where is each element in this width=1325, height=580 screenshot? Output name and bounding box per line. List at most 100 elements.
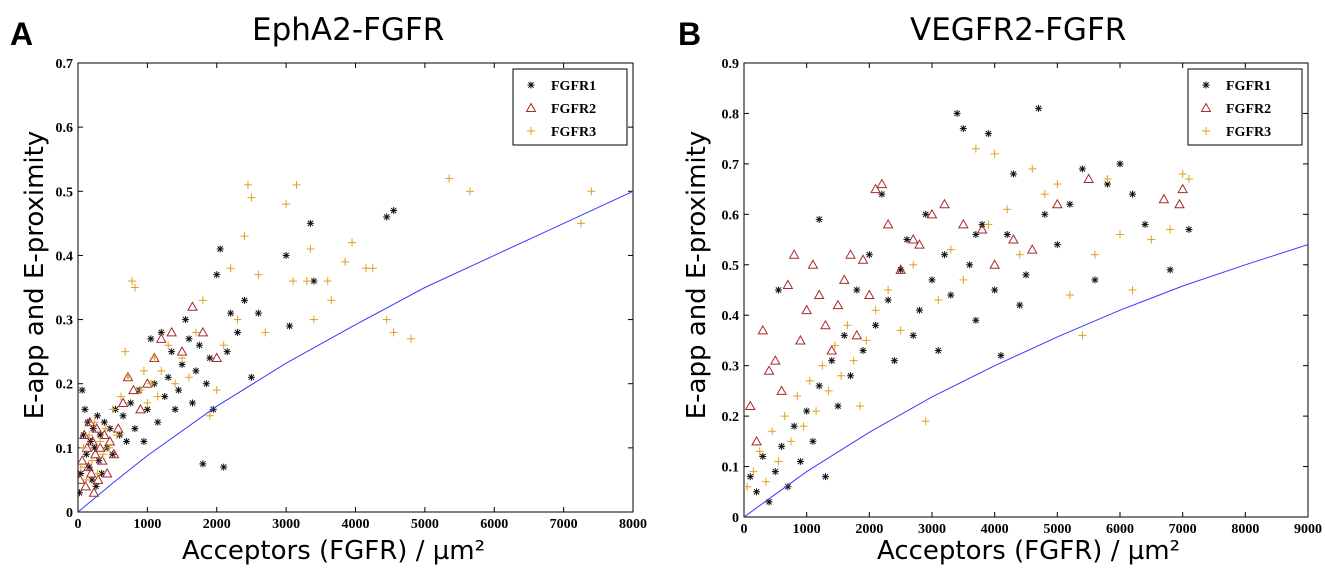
data-point-fgfr1	[815, 382, 823, 390]
data-point-fgfr2	[807, 259, 819, 269]
data-point-fgfr1	[119, 412, 127, 420]
data-point-fgfr1	[161, 393, 169, 401]
data-point-fgfr2	[117, 397, 129, 407]
data-point-fgfr2	[128, 384, 139, 395]
data-point-fgfr1	[1141, 220, 1149, 228]
x-tick-label: 2000	[203, 517, 231, 532]
y-tick-label: 0.1	[722, 461, 740, 476]
data-point-fgfr3	[117, 392, 126, 401]
x-tick-label: 8000	[1231, 522, 1259, 537]
data-point-fgfr2	[166, 326, 178, 337]
data-point-fgfr3	[261, 328, 270, 337]
data-point-fgfr1	[959, 125, 967, 133]
data-point-fgfr3	[79, 443, 88, 452]
data-point-fgfr3	[368, 264, 377, 273]
data-point-fgfr3	[946, 245, 955, 254]
legend-label: FGFR1	[551, 79, 596, 94]
panel-letter: B	[678, 16, 702, 52]
data-point-fgfr3	[896, 326, 905, 335]
y-tick-label: 0	[732, 511, 739, 526]
data-point-fgfr3	[843, 321, 852, 330]
data-point-fgfr2	[1158, 193, 1170, 204]
data-point-fgfr1	[922, 210, 930, 218]
data-point-fgfr3	[341, 257, 350, 266]
data-point-fgfr1	[915, 306, 923, 314]
data-point-fgfr3	[793, 391, 802, 400]
data-point-fgfr2	[89, 448, 101, 459]
data-point-fgfr1	[1129, 190, 1137, 198]
data-point-fgfr1	[1078, 165, 1086, 173]
data-point-fgfr2	[907, 234, 919, 244]
data-point-fgfr3	[243, 180, 252, 189]
data-point-fgfr3	[818, 361, 827, 370]
data-point-fgfr1	[223, 348, 231, 356]
data-point-fgfr2	[832, 299, 844, 310]
data-point-fgfr1	[778, 442, 786, 450]
data-point-fgfr1	[188, 399, 196, 407]
data-point-fgfr2	[926, 208, 938, 219]
data-point-fgfr3	[1065, 291, 1074, 300]
legend-box	[512, 68, 628, 146]
data-point-fgfr3	[382, 315, 391, 324]
data-point-fgfr1	[178, 360, 186, 368]
data-point-fgfr3	[971, 144, 980, 153]
panel-a: A EphA2-FGFR E-app and E-proximity Accep…	[0, 0, 662, 580]
y-tick-label: 0.4	[56, 249, 74, 264]
data-point-fgfr1	[140, 437, 148, 445]
data-point-fgfr1	[928, 276, 936, 284]
data-point-fgfr1	[840, 331, 848, 339]
data-point-fgfr3	[240, 232, 249, 241]
data-point-fgfr3	[1015, 250, 1024, 259]
data-point-fgfr1	[171, 405, 179, 413]
legend-label: FGFR2	[1226, 102, 1271, 117]
data-point-fgfr1	[241, 296, 248, 304]
data-point-fgfr1	[966, 261, 974, 269]
data-point-fgfr3	[143, 398, 152, 407]
data-point-fgfr3	[226, 264, 235, 273]
data-point-fgfr3	[198, 296, 207, 305]
data-point-fgfr3	[146, 379, 155, 388]
data-point-fgfr3	[837, 371, 846, 380]
theory-curve	[78, 190, 633, 512]
x-tick-label: 2000	[855, 522, 883, 537]
legend-label: FGFR1	[1226, 79, 1271, 94]
data-point-fgfr3	[768, 427, 777, 436]
data-point-fgfr2	[801, 304, 813, 315]
data-point-fgfr2	[769, 355, 781, 365]
data-point-fgfr3	[799, 422, 808, 431]
data-point-fgfr3	[348, 238, 357, 247]
data-point-fgfr1	[127, 399, 135, 407]
data-point-fgfr3	[139, 366, 148, 375]
data-point-fgfr2	[83, 461, 94, 472]
data-point-fgfr3	[233, 315, 242, 324]
data-point-fgfr1	[984, 130, 992, 138]
data-point-fgfr1	[185, 335, 193, 343]
data-point-fgfr1	[1166, 266, 1174, 274]
data-point-fgfr1	[771, 468, 779, 476]
legend-label: FGFR3	[1226, 125, 1271, 140]
data-point-fgfr1	[1035, 104, 1043, 112]
data-point-fgfr2	[135, 403, 146, 414]
data-point-fgfr1	[790, 422, 798, 430]
y-tick-label: 0.8	[722, 107, 740, 122]
data-point-fgfr1	[1003, 231, 1011, 239]
data-point-fgfr1	[383, 213, 391, 221]
data-point-fgfr1	[1009, 170, 1017, 178]
data-point-fgfr3	[254, 270, 263, 279]
data-point-fgfr2	[989, 259, 1001, 269]
data-point-fgfr2	[857, 254, 869, 264]
data-point-fgfr2	[187, 301, 198, 311]
x-tick-label: 5000	[411, 517, 439, 532]
data-point-fgfr2	[838, 274, 850, 284]
data-point-fgfr1	[213, 271, 221, 279]
x-tick-label: 7000	[550, 517, 578, 532]
data-point-fgfr1	[1022, 271, 1030, 279]
data-point-fgfr3	[87, 456, 96, 465]
data-point-fgfr1	[909, 331, 917, 339]
data-point-fgfr3	[212, 386, 221, 395]
data-point-fgfr3	[219, 341, 228, 350]
legend-marker-fgfr3	[1202, 127, 1210, 135]
data-point-fgfr3	[805, 376, 814, 385]
data-point-fgfr2	[788, 249, 800, 259]
data-point-fgfr1	[774, 286, 782, 294]
